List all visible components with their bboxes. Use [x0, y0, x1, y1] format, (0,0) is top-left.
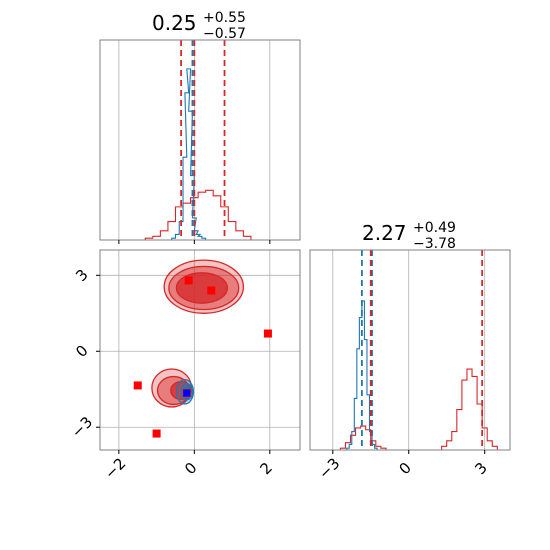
param2-panel-frame	[309, 249, 511, 451]
param1-title-plus: +0.55	[203, 10, 246, 26]
joint-marker-1	[207, 286, 216, 295]
param2-series-b-histogram	[339, 368, 498, 450]
joint-marker-3	[133, 381, 142, 390]
param1-title-value: 0.25	[152, 11, 197, 35]
joint-tick-label-y-0: −3	[68, 413, 96, 441]
param2-tick-label-x-1: 0	[395, 459, 414, 478]
param2-title-minus: −3.78	[413, 236, 456, 252]
param1-series-b-histogram	[137, 189, 259, 240]
joint-marker-4	[152, 429, 161, 438]
param2-title-value: 2.27	[362, 221, 407, 245]
joint-center-marker	[183, 389, 191, 397]
joint-tick-label-x-2: 2	[257, 459, 276, 478]
param2-tick-label-x-2: 3	[471, 459, 490, 478]
joint-marker-0	[184, 276, 193, 285]
joint-marker-2	[263, 329, 272, 338]
joint-panel-frame	[99, 249, 301, 451]
joint-tick-label-y-1: 0	[72, 342, 91, 361]
param1-marginal-panel	[99, 39, 301, 244]
param2-title-plus: +0.49	[413, 220, 456, 236]
joint-panel	[96, 249, 301, 454]
param2-tick-label-x-0: −3	[315, 454, 343, 482]
joint-tick-label-x-1: 0	[181, 459, 200, 478]
param1-panel-frame	[99, 39, 301, 241]
joint-tick-label-x-0: −2	[101, 454, 129, 482]
param2-title: 2.27	[362, 221, 407, 245]
joint-series-b-contour-2	[175, 272, 229, 304]
param2-marginal-panel	[309, 249, 511, 454]
param1-title-minus: −0.57	[203, 26, 246, 42]
param1-series-a-histogram	[171, 68, 210, 240]
joint-tick-label-y-2: 3	[72, 266, 91, 285]
panel-titles: 0.25 +0.55−0.57 2.27 +0.49−3.78	[152, 10, 456, 252]
param1-title: 0.25	[152, 11, 197, 35]
